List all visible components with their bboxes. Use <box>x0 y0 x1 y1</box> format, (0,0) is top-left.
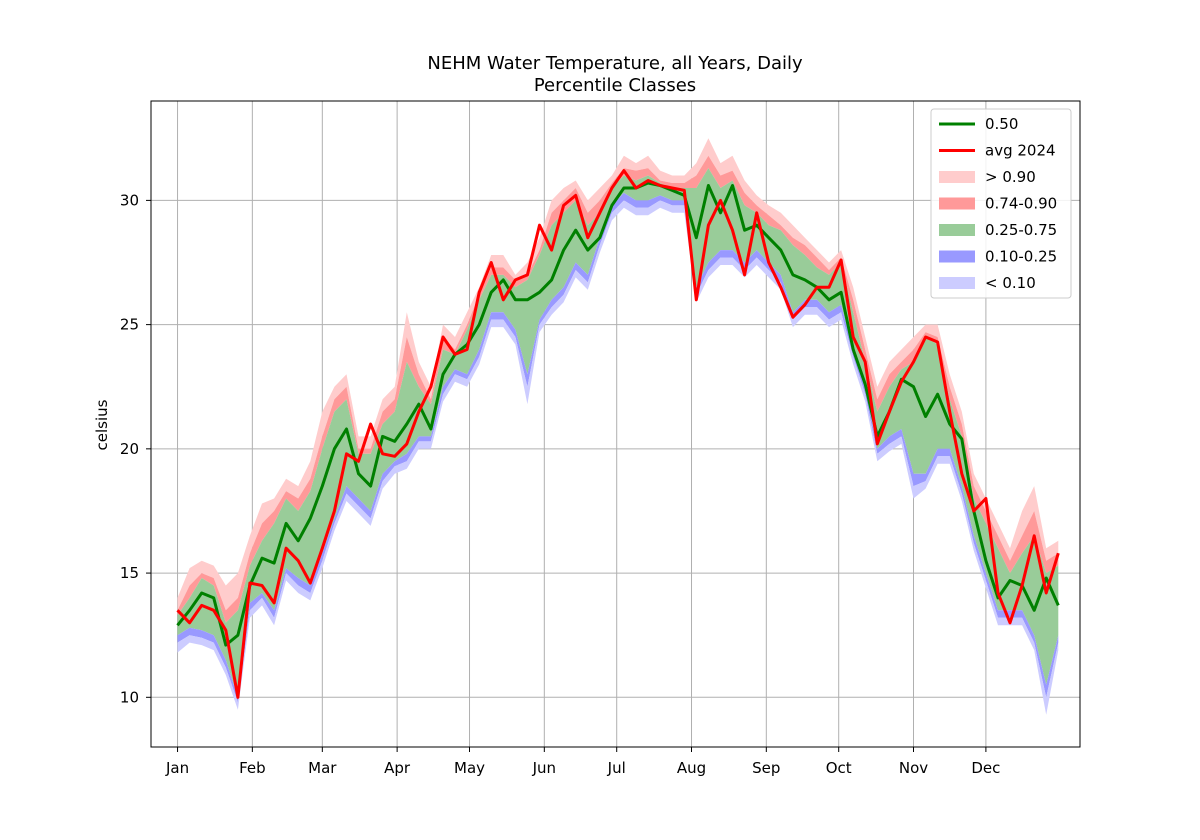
x-tick-label: Jun <box>532 759 556 777</box>
x-tick-label: Jul <box>607 759 626 777</box>
x-tick-label: Dec <box>971 759 1000 777</box>
x-tick-label: Sep <box>752 759 780 777</box>
legend-label: avg 2024 <box>985 142 1056 160</box>
chart-subtitle: Percentile Classes <box>534 75 696 96</box>
legend-patch-swatch <box>939 197 975 210</box>
x-tick-label: Jan <box>165 759 189 777</box>
avg-2024-line <box>176 169 1060 699</box>
legend-label: > 0.90 <box>985 168 1036 186</box>
x-tick-label: May <box>454 759 485 777</box>
band-74-90 <box>177 155 1059 623</box>
x-tick-label: Oct <box>826 759 852 777</box>
legend-patch-swatch <box>939 224 975 236</box>
plot-frame <box>150 100 1081 748</box>
x-tick-label: Nov <box>899 759 928 777</box>
y-tick-label: 15 <box>120 564 139 582</box>
legend-label: 0.74-0.90 <box>985 195 1057 213</box>
legend-label: 0.25-0.75 <box>985 221 1057 239</box>
chart-title: NEHM Water Temperature, all Years, Daily <box>427 53 803 74</box>
y-tick-label: 25 <box>120 316 139 334</box>
band-25-75 <box>177 168 1059 698</box>
x-tick-label: Feb <box>239 759 266 777</box>
x-tick-label: Aug <box>677 759 706 777</box>
x-tick-label: Apr <box>384 759 411 777</box>
axis-ticks: Jan Feb Mar Apr May Jun Jul Aug Sep Oct Nov Dec 10 15… <box>120 191 1001 777</box>
legend: 0.50 avg 2024 > 0.90 0.74-0.90 0.25-0.75 0.10… <box>930 108 1072 299</box>
y-tick-label: 20 <box>120 440 139 458</box>
median-line <box>176 181 1060 647</box>
legend-label: < 0.10 <box>985 274 1036 292</box>
y-tick-label: 30 <box>120 191 139 209</box>
percentile-bands <box>177 138 1059 715</box>
legend-patch-swatch <box>939 171 975 183</box>
band-10-25 <box>177 192 1059 703</box>
y-tick-label: 10 <box>120 688 139 706</box>
x-tick-label: Mar <box>308 759 337 777</box>
legend-label: 0.10-0.25 <box>985 248 1057 266</box>
legend-patch-swatch <box>939 250 975 263</box>
band-above-90 <box>177 138 1059 611</box>
legend-patch-swatch <box>939 277 975 289</box>
y-axis-label: celsius <box>93 399 111 450</box>
series-lines <box>176 169 1060 699</box>
legend-label: 0.50 <box>985 115 1018 133</box>
